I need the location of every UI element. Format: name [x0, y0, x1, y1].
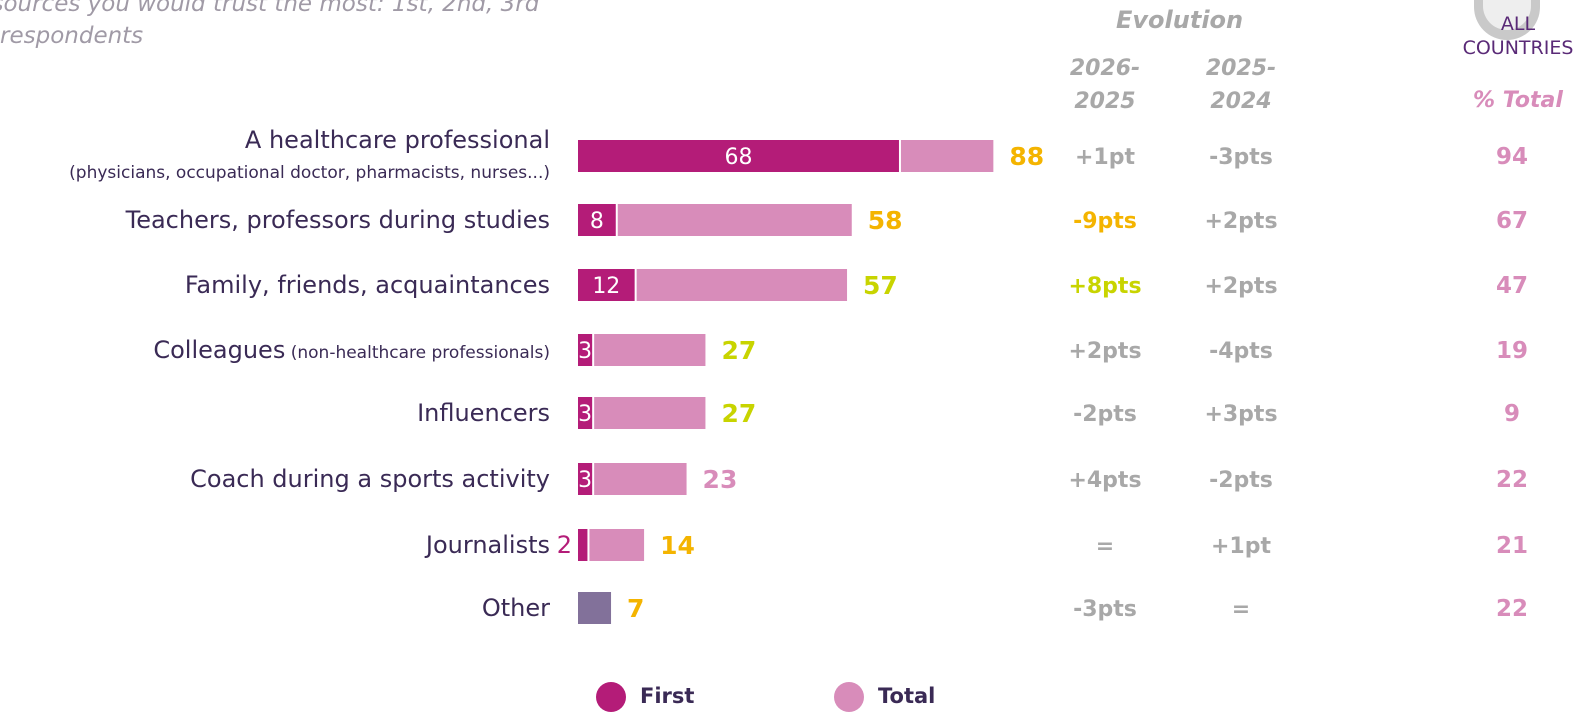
category-label: Teachers, professors during studies [125, 206, 550, 234]
bar-total [589, 529, 645, 561]
bar-first [578, 269, 635, 301]
first-value-label: 12 [592, 274, 620, 299]
bar-total [578, 592, 612, 624]
bar-first [578, 463, 593, 495]
evolution-2025-2024-value: -3pts [1209, 145, 1273, 170]
globe-icon [1474, 0, 1540, 40]
legend-first-label: First [640, 684, 695, 708]
evolution-col1-header: 2026- 2025 [1045, 52, 1165, 118]
evolution-2026-2025-value: -9pts [1073, 209, 1137, 234]
all-countries-total-value: 19 [1496, 338, 1528, 364]
subtitle-line-2: respondents [0, 23, 144, 49]
evolution-col2-header: 2025- 2024 [1181, 52, 1301, 118]
evolution-header: Evolution [1116, 6, 1244, 34]
evolution-2026-2025-value: -2pts [1073, 402, 1137, 427]
evolution-2026-2025-value: = [1096, 534, 1114, 559]
all-countries-total-value: 67 [1496, 208, 1528, 234]
total-value-label: 27 [721, 399, 756, 428]
evolution-col1-line1: 2026- [1069, 56, 1141, 81]
bar-total [636, 269, 848, 301]
total-value-label: 88 [1009, 142, 1044, 171]
total-value-label: 7 [627, 594, 644, 623]
evolution-2025-2024-value: +1pt [1211, 534, 1271, 559]
all-countries-header: ALL COUNTRIES [1462, 12, 1574, 60]
all-countries-line2: COUNTRIES [1462, 37, 1574, 59]
category-label: Influencers [417, 399, 550, 427]
all-countries-line1: ALL [1500, 13, 1536, 35]
category-label: Other [482, 594, 550, 622]
legend-total-label: Total [878, 684, 936, 708]
subtitle-line-1: e sources you would trust the most: 1st,… [0, 0, 540, 17]
all-countries-total-value: 21 [1496, 533, 1528, 559]
total-value-label: 57 [863, 271, 898, 300]
total-column-header: % Total [1473, 88, 1563, 113]
evolution-2025-2024-value: +2pts [1204, 209, 1277, 234]
evolution-2025-2024-value: +3pts [1204, 402, 1277, 427]
category-sublabel: (physicians, occupational doctor, pharma… [69, 163, 550, 183]
first-value-label: 68 [724, 145, 752, 170]
evolution-col2-line2: 2024 [1210, 89, 1272, 114]
all-countries-total-value: 47 [1496, 273, 1528, 299]
category-label: Coach during a sports activity [190, 465, 550, 493]
first-value-label: 3 [578, 402, 592, 427]
evolution-2025-2024-value: -4pts [1209, 339, 1273, 364]
first-value-label: 3 [578, 468, 592, 493]
bar-total [617, 204, 852, 236]
evolution-2026-2025-value: +2pts [1068, 339, 1141, 364]
evolution-2025-2024-value: = [1232, 597, 1250, 622]
category-label: Journalists [424, 531, 550, 559]
category-label: A healthcare professional [245, 126, 550, 154]
bar-first [578, 529, 588, 561]
category-label: Family, friends, acquaintances [185, 271, 550, 299]
evolution-2026-2025-value: +4pts [1068, 468, 1141, 493]
legend-first-swatch [596, 682, 626, 712]
all-countries-total-value: 22 [1496, 467, 1528, 493]
total-value-label: 23 [703, 465, 738, 494]
first-value-label: 2 [557, 531, 572, 559]
bar-first [578, 140, 899, 172]
legend-total-swatch [834, 682, 864, 712]
bar-total [594, 463, 687, 495]
category-label: Colleagues (non-healthcare professionals… [153, 336, 550, 364]
all-countries-total-value: 94 [1496, 144, 1528, 170]
bar-first [578, 397, 593, 429]
bar-total [594, 334, 706, 366]
evolution-col2-line1: 2025- [1205, 56, 1277, 81]
chart-subtitle: e sources you would trust the most: 1st,… [0, 0, 539, 52]
first-value-label: 3 [578, 339, 592, 364]
evolution-2026-2025-value: +8pts [1068, 274, 1141, 299]
evolution-2026-2025-value: +1pt [1075, 145, 1135, 170]
total-value-label: 58 [868, 206, 903, 235]
bar-first [578, 204, 616, 236]
bar-total [594, 397, 706, 429]
all-countries-total-value: 9 [1504, 401, 1520, 427]
evolution-2025-2024-value: -2pts [1209, 468, 1273, 493]
evolution-2026-2025-value: -3pts [1073, 597, 1137, 622]
total-value-label: 14 [660, 531, 695, 560]
bar-first [578, 334, 593, 366]
first-value-label: 8 [590, 209, 604, 234]
bar-total [900, 140, 994, 172]
total-value-label: 27 [721, 336, 756, 365]
evolution-2025-2024-value: +2pts [1204, 274, 1277, 299]
all-countries-total-value: 22 [1496, 596, 1528, 622]
evolution-col1-line2: 2025 [1074, 89, 1136, 114]
